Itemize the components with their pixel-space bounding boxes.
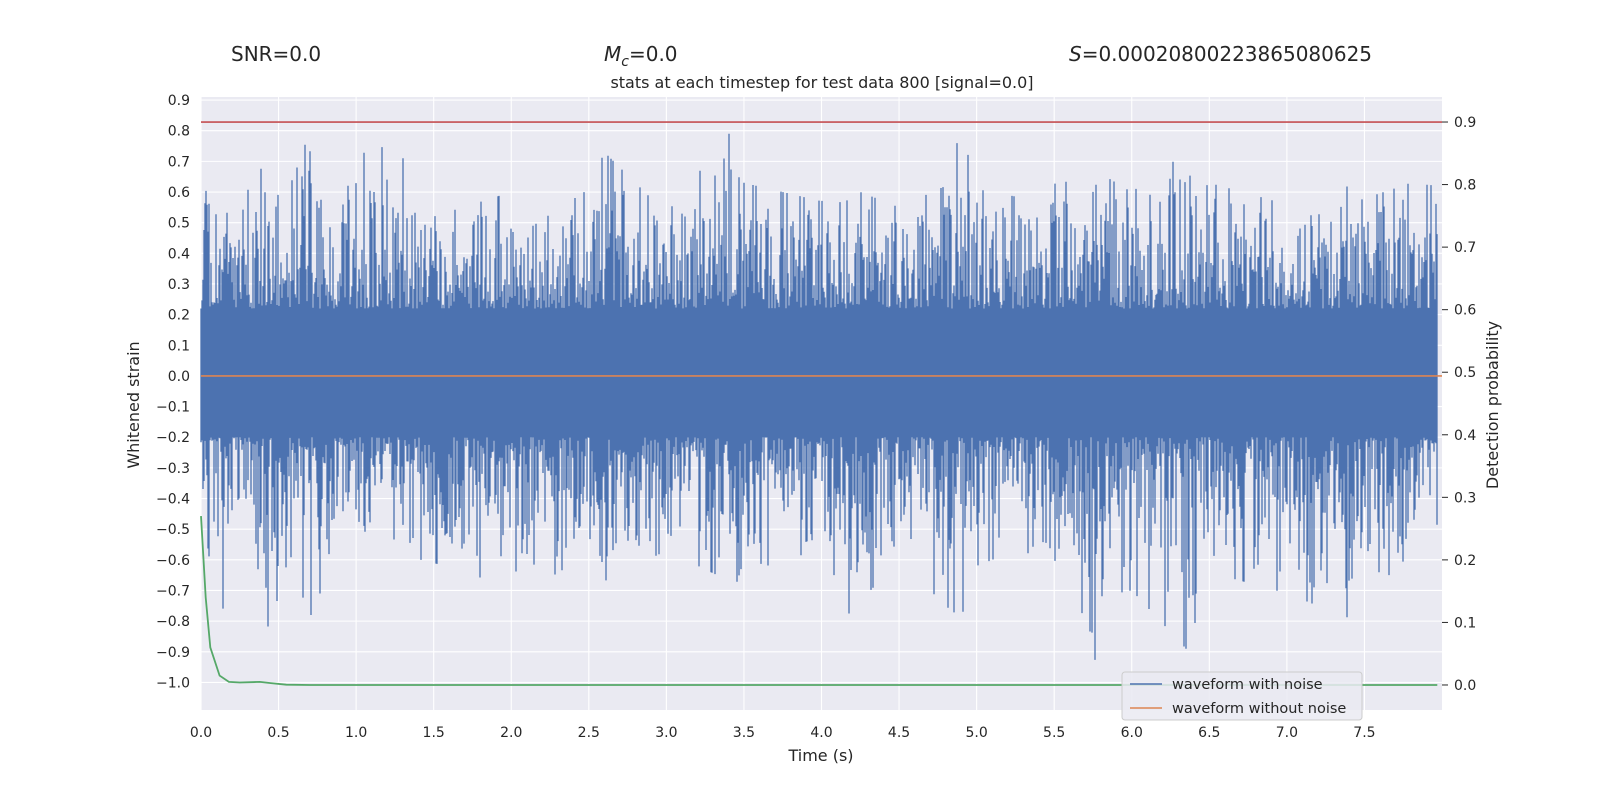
y-tick-label: −0.7 bbox=[156, 583, 190, 599]
x-tick-label: 0.5 bbox=[267, 725, 289, 741]
legend-label-noise: waveform with noise bbox=[1172, 677, 1323, 693]
y-tick-label: −0.9 bbox=[156, 645, 190, 661]
y2-tick-label: 0.2 bbox=[1454, 553, 1476, 569]
overlay-lines bbox=[200, 121, 1442, 686]
x-tick-label: 5.0 bbox=[965, 725, 987, 741]
y-tick-label: −0.5 bbox=[156, 522, 190, 538]
y2-axis-label: Detection probability bbox=[1483, 321, 1502, 489]
x-tick-label: 2.0 bbox=[500, 725, 522, 741]
y2-tick-label: 0.4 bbox=[1454, 428, 1476, 444]
snr-stat: SNR=0.0 bbox=[231, 42, 321, 66]
y-axis-label: Whitened strain bbox=[124, 341, 143, 468]
y-tick-label: −0.2 bbox=[156, 430, 190, 446]
x-tick-label: 6.0 bbox=[1121, 725, 1143, 741]
y2-tick-label: 0.5 bbox=[1454, 365, 1476, 381]
x-tick-label: 1.5 bbox=[423, 725, 445, 741]
waveform-with-noise-series bbox=[200, 133, 1438, 660]
x-tick-label: 3.0 bbox=[655, 725, 677, 741]
y2-tick-label: 0.7 bbox=[1454, 240, 1476, 256]
legend: waveform with noise waveform without noi… bbox=[1121, 671, 1363, 721]
y-tick-label: 0.2 bbox=[168, 308, 190, 324]
y2-tick-label: 0.8 bbox=[1454, 178, 1476, 194]
y-tick-label: 0.0 bbox=[168, 369, 190, 385]
y-tick-label: 0.8 bbox=[168, 124, 190, 140]
y-tick-label: 0.3 bbox=[168, 277, 190, 293]
y2-axis-ticks: 0.9 0.8 0.7 0.6 0.5 0.4 0.3 0.2 0.1 0.0 bbox=[1442, 115, 1476, 694]
x-tick-label: 7.0 bbox=[1276, 725, 1298, 741]
x-tick-label: 1.0 bbox=[345, 725, 367, 741]
y2-tick-label: 0.0 bbox=[1454, 678, 1476, 694]
x-tick-label: 7.5 bbox=[1353, 725, 1375, 741]
y-tick-label: 0.5 bbox=[168, 216, 190, 232]
y2-tick-label: 0.9 bbox=[1454, 115, 1476, 131]
y-tick-label: 0.1 bbox=[168, 338, 190, 354]
y-tick-label: −0.6 bbox=[156, 553, 190, 569]
s-stat: S=0.00020800223865080625 bbox=[1069, 42, 1372, 66]
y-tick-label: −1.0 bbox=[156, 675, 190, 691]
legend-box bbox=[1121, 671, 1363, 721]
chart-title: stats at each timestep for test data 800… bbox=[610, 73, 1033, 92]
x-tick-label: 3.5 bbox=[733, 725, 755, 741]
y-tick-label: 0.6 bbox=[168, 185, 190, 201]
chirp-mass-stat: Mc=0.0 bbox=[604, 42, 678, 70]
x-tick-label: 2.5 bbox=[578, 725, 600, 741]
x-tick-label: 4.0 bbox=[810, 725, 832, 741]
y-tick-label: −0.8 bbox=[156, 614, 190, 630]
y-tick-label: −0.3 bbox=[156, 461, 190, 477]
y-tick-label: −0.4 bbox=[156, 492, 190, 508]
y-tick-label: 0.7 bbox=[168, 154, 190, 170]
x-axis-label: Time (s) bbox=[787, 746, 853, 765]
x-tick-label: 0.0 bbox=[190, 725, 212, 741]
y2-tick-label: 0.6 bbox=[1454, 303, 1476, 319]
x-tick-label: 5.5 bbox=[1043, 725, 1065, 741]
legend-label-clean: waveform without noise bbox=[1172, 701, 1346, 717]
detection-probability-line bbox=[200, 516, 1438, 686]
y-tick-label: 0.4 bbox=[168, 246, 190, 262]
x-tick-label: 6.5 bbox=[1198, 725, 1220, 741]
y-axis-ticks: 0.9 0.8 0.7 0.6 0.5 0.4 0.3 0.2 0.1 0.0 −0.1 −0.2 −0… bbox=[156, 93, 190, 691]
y2-tick-label: 0.3 bbox=[1454, 490, 1476, 506]
x-tick-label: 4.5 bbox=[888, 725, 910, 741]
y-tick-label: −0.1 bbox=[156, 400, 190, 416]
y2-tick-label: 0.1 bbox=[1454, 615, 1476, 631]
x-axis-ticks: 0.0 0.5 1.0 1.5 2.0 2.5 3.0 3.5 4.0 4.5 5.0 5.5 6.0 6… bbox=[190, 725, 1376, 741]
y-tick-label: 0.9 bbox=[168, 93, 190, 109]
